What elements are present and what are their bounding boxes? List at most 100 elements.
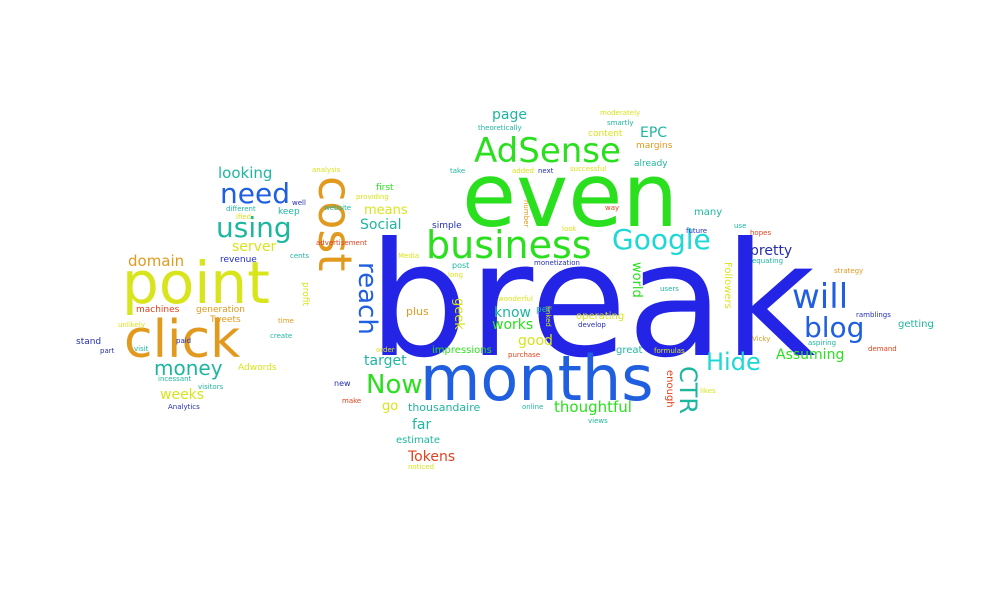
word-followers: Followers — [722, 262, 733, 309]
word-part: part — [100, 347, 115, 355]
word-know: know — [494, 305, 531, 321]
word-advertisement: advertisement — [316, 239, 368, 247]
word-tweets: Tweets — [210, 315, 241, 325]
word-domain: domain — [128, 252, 185, 270]
word-monetization: monetization — [534, 259, 580, 267]
word-time: time — [278, 317, 294, 325]
word-strategy: strategy — [834, 267, 864, 275]
word-getting: getting — [898, 319, 934, 330]
word-post: post — [452, 261, 470, 270]
word-aspiring: aspiring — [808, 339, 837, 347]
word-months: months — [420, 342, 654, 415]
word-noticed: noticed — [408, 463, 435, 471]
word-added: added — [512, 167, 534, 175]
word-page: page — [492, 107, 527, 123]
word-online: online — [522, 403, 544, 411]
word-google: Google — [612, 223, 711, 256]
word-views: views — [588, 417, 608, 425]
word-first: first — [376, 183, 394, 193]
word-money: money — [154, 356, 223, 380]
word-ctr: CTR — [674, 366, 702, 415]
word-geek: geek — [451, 298, 466, 330]
word-operating: operating — [576, 311, 625, 322]
word-wonderful: wonderful — [498, 295, 533, 303]
word-keep: keep — [278, 207, 300, 217]
word-ramblings: ramblings — [856, 311, 891, 319]
word-point: point — [122, 249, 270, 317]
word-linked: linked — [544, 306, 552, 327]
word-successful: successful — [570, 165, 607, 173]
word-likes: likes — [700, 387, 716, 395]
word-adwords: Adwords — [238, 363, 277, 373]
word-break: break — [368, 209, 816, 393]
word-world: world — [629, 262, 644, 298]
word-even: even — [462, 144, 679, 247]
word-plus: plus — [406, 305, 429, 318]
word-number: number — [522, 200, 530, 228]
word-demand: demand — [868, 345, 897, 353]
word-already: already — [634, 159, 668, 169]
word-make: make — [342, 397, 362, 405]
word-adsense: AdSense — [474, 131, 621, 171]
word-media: Media — [398, 252, 420, 260]
word-look: look — [562, 225, 577, 233]
word-vicky: Vicky — [752, 335, 771, 343]
word-thoughtful: thoughtful — [554, 398, 632, 416]
word-weeks: weeks — [160, 387, 205, 403]
word-analytics: Analytics — [168, 403, 200, 411]
word-purchase: purchase — [508, 351, 541, 359]
word-hopes: hopes — [750, 229, 772, 237]
word-use: use — [734, 222, 747, 230]
word-thousandaire: thousandaire — [408, 401, 481, 414]
word-revenue: revenue — [220, 255, 257, 265]
word-many: many — [694, 207, 723, 218]
word-pretty: pretty — [750, 243, 793, 259]
word-incessant: incessant — [158, 375, 192, 383]
word-smartly: smartly — [607, 119, 634, 127]
word-providing: providing — [356, 193, 389, 201]
word-paid: paid — [176, 337, 192, 345]
word-reach: reach — [352, 262, 382, 335]
word-generation: generation — [196, 305, 245, 315]
word-means: means — [364, 203, 408, 218]
word-theoretically: theoretically — [478, 124, 522, 132]
word-far: far — [412, 417, 432, 433]
word-future: future — [686, 227, 708, 235]
word-moderately: moderately — [600, 109, 641, 117]
word-tokens: Tokens — [408, 449, 456, 465]
word-epc: EPC — [640, 125, 668, 141]
word-cost: cost — [308, 176, 362, 272]
word-visitors: visitors — [198, 383, 224, 391]
word-estimate: estimate — [396, 435, 441, 446]
word-next: next — [538, 167, 554, 175]
word-ified: ified — [236, 213, 252, 221]
word-content: content — [588, 129, 623, 139]
word-new: new — [334, 379, 351, 388]
word-different: different — [226, 205, 256, 213]
word-formulas: formulas — [654, 347, 685, 355]
word-target: target — [364, 353, 407, 369]
word-enough: enough — [664, 370, 675, 408]
word-analysis: analysis — [312, 166, 341, 174]
word-margins: margins — [636, 141, 673, 151]
word-assuming: Assuming — [776, 347, 845, 363]
word-per: per — [536, 305, 551, 315]
word-machines: machines — [136, 305, 180, 315]
word-profit: profit — [300, 282, 310, 306]
word-stand: stand — [76, 337, 102, 347]
word-works: works — [492, 317, 534, 333]
word-way: way — [605, 204, 620, 212]
word-business: business — [426, 223, 592, 267]
word-long: long — [448, 271, 464, 279]
word-now: Now — [366, 370, 423, 400]
word-unlikely: unlikely — [118, 321, 145, 329]
word-users: users — [660, 285, 679, 293]
word-will: will — [792, 277, 849, 317]
word-social: Social — [360, 217, 402, 233]
word-develop: develop — [578, 321, 606, 329]
word-simple: simple — [432, 221, 462, 231]
word-order: order — [376, 346, 395, 354]
word-website: website — [324, 204, 352, 212]
word-good: good — [518, 333, 553, 349]
